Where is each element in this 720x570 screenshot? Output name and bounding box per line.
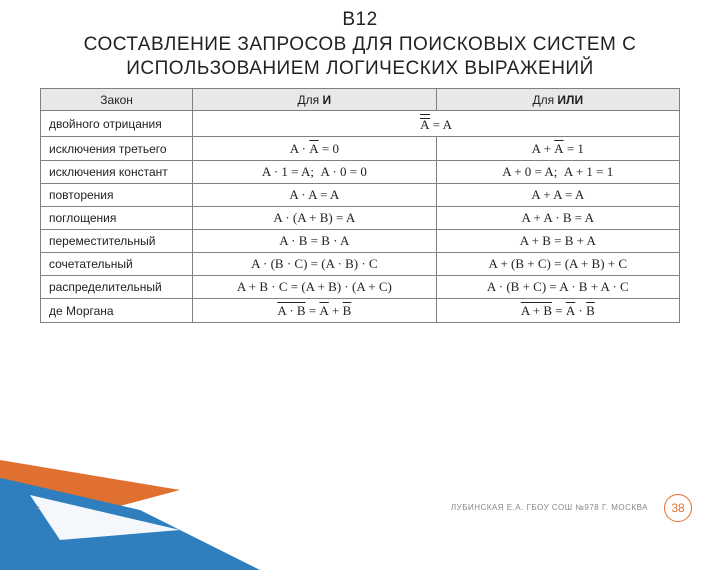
col-or-bold: ИЛИ — [557, 93, 583, 107]
formula-cell: A + A = A — [436, 184, 679, 207]
formula-cell: A = A — [193, 111, 680, 137]
slide-title: B12 СОСТАВЛЕНИЕ ЗАПРОСОВ ДЛЯ ПОИСКОВЫХ С… — [0, 0, 720, 86]
footer-asterisk: * — [36, 505, 40, 516]
table-row: переместительный A · B = B · A A + B = B… — [41, 230, 680, 253]
laws-table-wrap: Закон Для И Для ИЛИ двойного отрицания A… — [40, 88, 680, 323]
formula-cell: A + B · C = (A + B) · (A + C) — [193, 276, 436, 299]
formula-cell: A · B = B · A — [193, 230, 436, 253]
col-header-law: Закон — [41, 89, 193, 111]
col-or-prefix: Для — [532, 93, 557, 107]
col-and-bold: И — [323, 93, 332, 107]
formula-cell: A + B = A · B — [436, 299, 679, 323]
formula-cell: A · A = 0 — [193, 137, 436, 161]
col-header-or: Для ИЛИ — [436, 89, 679, 111]
table-row: сочетательный A · (B · C) = (A · B) · C … — [41, 253, 680, 276]
title-line1: СОСТАВЛЕНИЕ ЗАПРОСОВ ДЛЯ ПОИСКОВЫХ СИСТЕ… — [60, 33, 660, 82]
law-name: исключения констант — [41, 161, 193, 184]
page-number: 38 — [664, 494, 692, 522]
formula-cell: A · (A + B) = A — [193, 207, 436, 230]
law-name: поглощения — [41, 207, 193, 230]
laws-table: Закон Для И Для ИЛИ двойного отрицания A… — [40, 88, 680, 323]
decor-orange-shape — [0, 440, 180, 570]
table-row: де Моргана A · B = A + B A + B = A · B — [41, 299, 680, 323]
title-line0: B12 — [60, 8, 660, 33]
formula-cell: A · (B + C) = A · B + A · C — [436, 276, 679, 299]
table-header-row: Закон Для И Для ИЛИ — [41, 89, 680, 111]
footer-author: ЛУБИНСКАЯ Е.А. ГБОУ СОШ №978 Г. МОСКВА — [451, 503, 648, 512]
decor-white-shape — [30, 495, 180, 540]
formula-cell: A + 0 = A; A + 1 = 1 — [436, 161, 679, 184]
law-name: переместительный — [41, 230, 193, 253]
formula-cell: A + B = B + A — [436, 230, 679, 253]
corner-decoration — [0, 400, 260, 570]
table-row: поглощения A · (A + B) = A A + A · B = A — [41, 207, 680, 230]
formula-cell: A + (B + C) = (A + B) + C — [436, 253, 679, 276]
formula-cell: A + A · B = A — [436, 207, 679, 230]
table-row: исключения третьего A · A = 0 A + A = 1 — [41, 137, 680, 161]
table-row: распределительный A + B · C = (A + B) · … — [41, 276, 680, 299]
col-header-and: Для И — [193, 89, 436, 111]
table-row: повторения A · A = A A + A = A — [41, 184, 680, 207]
table-row: исключения констант A · 1 = A; A · 0 = 0… — [41, 161, 680, 184]
formula-cell: A · B = A + B — [193, 299, 436, 323]
law-name: повторения — [41, 184, 193, 207]
law-name: де Моргана — [41, 299, 193, 323]
law-name: распределительный — [41, 276, 193, 299]
formula-cell: A · (B · C) = (A · B) · C — [193, 253, 436, 276]
law-name: исключения третьего — [41, 137, 193, 161]
formula-cell: A · A = A — [193, 184, 436, 207]
col-and-prefix: Для — [298, 93, 323, 107]
formula-cell: A + A = 1 — [436, 137, 679, 161]
law-name: двойного отрицания — [41, 111, 193, 137]
law-name: сочетательный — [41, 253, 193, 276]
table-row: двойного отрицания A = A — [41, 111, 680, 137]
formula-cell: A · 1 = A; A · 0 = 0 — [193, 161, 436, 184]
